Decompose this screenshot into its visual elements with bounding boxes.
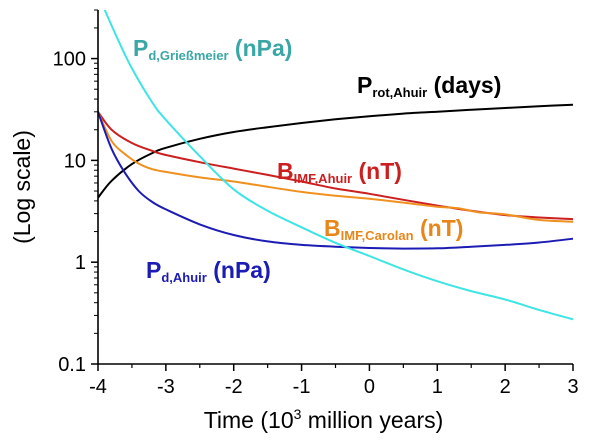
- x-axis-title: Time (103 million years): [204, 406, 444, 433]
- x-tick-label: 0: [364, 376, 375, 398]
- x-tick-label: 1: [432, 376, 443, 398]
- y-tick-label: 0.1: [58, 354, 86, 376]
- series-line-bimf_ahuir: [98, 110, 573, 221]
- y-tick-label: 1: [75, 252, 86, 274]
- x-tick-label: 2: [500, 376, 511, 398]
- series-label-pd_griessmeier: Pd,Grießmeier (nPa): [133, 35, 292, 63]
- labels-layer: Time (103 million years) (Log scale) Pd,Gr…: [9, 35, 501, 433]
- x-tick-label: -2: [225, 376, 243, 398]
- y-axis-title: (Log scale): [9, 130, 35, 244]
- x-tick-label: -3: [157, 376, 175, 398]
- series-label-prot: Prot,Ahuir (days): [357, 72, 501, 100]
- y-tick-label: 100: [53, 49, 86, 71]
- series-line-prot: [98, 103, 573, 199]
- x-tick-label: -1: [293, 376, 311, 398]
- x-tick-label: 3: [567, 376, 578, 398]
- x-tick-label: -4: [89, 376, 107, 398]
- y-tick-label: 10: [64, 150, 86, 172]
- series-line-bimf_carolan: [98, 110, 573, 223]
- series-line-pd_ahuir: [98, 110, 573, 250]
- series-line-pd_griessmeier: [103, 10, 573, 321]
- series-label-pd_ahuir: Pd,Ahuir (nPa): [146, 257, 271, 285]
- axes-layer: -4 -3 -2 -1 0 1 2 3 0.1 1 10 100: [53, 9, 579, 398]
- series-layer: [98, 10, 573, 321]
- series-label-bimf_carolan: BIMF,Carolan (nT): [324, 215, 463, 243]
- series-label-bimf_ahuir: BIMF,Ahuir (nT): [277, 158, 402, 186]
